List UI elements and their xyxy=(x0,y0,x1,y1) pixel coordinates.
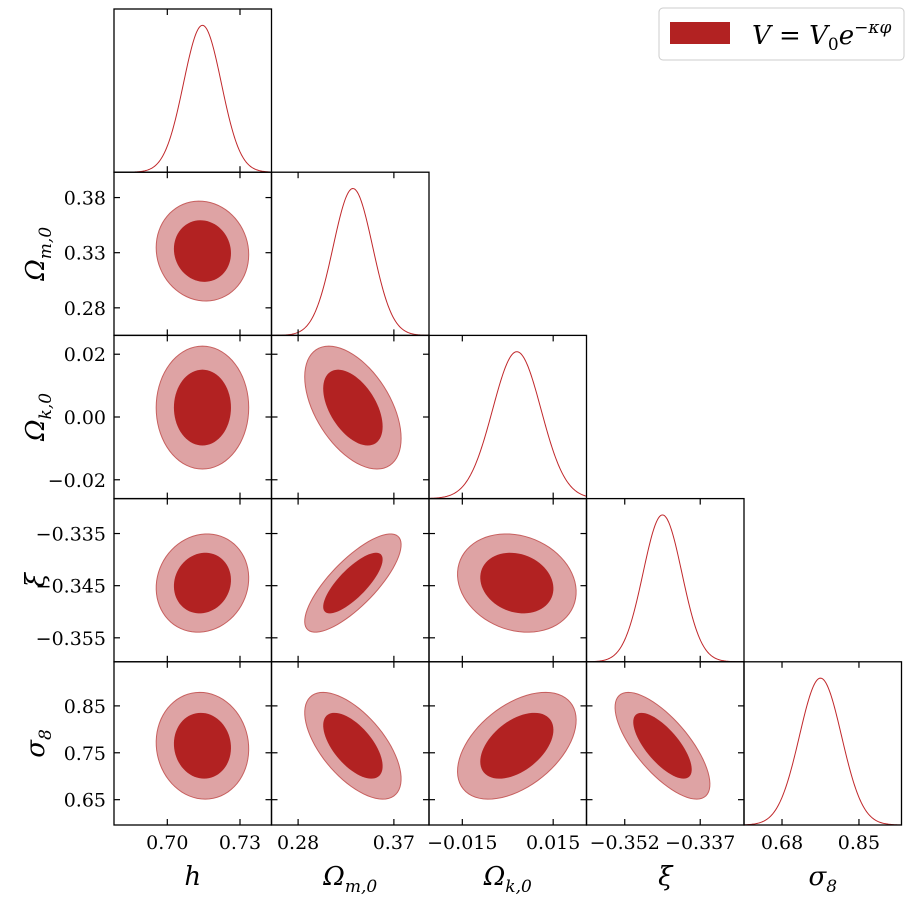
panel-content xyxy=(429,351,587,499)
x-tick-label: 0.68 xyxy=(761,832,803,854)
panel-xi-vs-h xyxy=(113,497,273,663)
panel-xi-vs-Om xyxy=(270,497,430,663)
x-tick-label: 0.85 xyxy=(838,832,880,854)
marginal-curve-Ok xyxy=(429,351,587,499)
marginal-curve-xi xyxy=(586,514,744,662)
y-tick-label: −0.335 xyxy=(36,524,106,546)
panel-content xyxy=(586,514,744,662)
panel-frame xyxy=(113,8,273,173)
y-tick-label: 0.85 xyxy=(64,696,106,718)
marginal-curve-s8 xyxy=(744,677,902,825)
panel-s8-vs-xi xyxy=(585,661,745,826)
marginal-curve-Om xyxy=(271,188,429,336)
panel-Ok-vs-Ok xyxy=(428,334,588,500)
x-axis-label-xi: ξ xyxy=(658,862,674,892)
contour-68 xyxy=(323,712,383,779)
panel-frame xyxy=(585,497,745,663)
panel-s8-vs-Ok xyxy=(428,661,588,826)
contour-68 xyxy=(480,552,554,614)
panel-frame xyxy=(270,171,430,337)
contour-68 xyxy=(323,552,383,614)
panel-Ok-vs-Om xyxy=(270,334,430,500)
panel-content xyxy=(457,533,577,633)
y-tick-label: 0.00 xyxy=(64,407,106,429)
legend-swatch xyxy=(670,22,730,44)
y-tick-label: 0.38 xyxy=(64,188,106,210)
x-tick-label: 0.37 xyxy=(373,832,415,854)
contour-68 xyxy=(633,712,692,779)
panel-content xyxy=(304,345,402,470)
contour-68 xyxy=(173,369,231,446)
panel-content xyxy=(155,691,250,800)
legend-label: V = V0e−κφ xyxy=(752,18,891,55)
legend-box xyxy=(658,7,905,61)
panel-xi-vs-xi xyxy=(585,497,745,663)
x-tick-label: 0.28 xyxy=(277,832,319,854)
y-axis-label-s8: σ8 xyxy=(21,729,56,758)
x-tick-label: 0.70 xyxy=(146,832,188,854)
x-axis-label-h: h xyxy=(184,862,201,892)
y-tick-label: 0.02 xyxy=(64,344,106,366)
marginal-curve-h xyxy=(114,24,272,173)
y-tick-label: 0.75 xyxy=(64,743,106,765)
y-tick-label: −0.345 xyxy=(36,576,106,598)
legend: V = V0e−κφ xyxy=(658,7,905,61)
y-tick-label: 0.28 xyxy=(64,298,106,320)
panel-Om-vs-Om xyxy=(270,171,430,337)
y-tick-label: −0.355 xyxy=(36,628,106,650)
panel-content xyxy=(304,533,402,633)
panel-content xyxy=(155,345,250,470)
y-tick-label: 0.33 xyxy=(64,243,106,265)
x-tick-label: −0.337 xyxy=(665,832,735,854)
x-tick-label: 0.015 xyxy=(526,832,580,854)
contour-68 xyxy=(480,712,554,779)
x-axis-label-s8: σ8 xyxy=(808,862,837,897)
contour-68 xyxy=(323,369,383,446)
contour-68 xyxy=(173,712,231,779)
axis-labels: 0.70 0.73 h 0.28 0.37 Ωm,0 −0.015 0.015 Ωk,0 −0.3… xyxy=(21,188,880,897)
contour-68 xyxy=(173,552,231,614)
panel-s8-vs-s8 xyxy=(743,661,903,826)
panel-content xyxy=(304,691,402,800)
panel-xi-vs-Ok xyxy=(428,497,588,663)
panel-h-vs-h xyxy=(113,8,273,173)
y-axis-label-Ok: Ωk,0 xyxy=(21,393,56,442)
contour-68 xyxy=(173,220,231,282)
panel-s8-vs-Om xyxy=(270,661,430,826)
panel-content xyxy=(155,200,250,302)
panel-content xyxy=(155,533,250,633)
y-tick-label: −0.02 xyxy=(48,470,106,492)
panel-frame xyxy=(743,661,903,826)
panel-s8-vs-h xyxy=(113,661,273,826)
y-axis-label-xi: ξ xyxy=(21,571,51,587)
x-axis-label-Ok: Ωk,0 xyxy=(483,862,532,897)
x-axis-label-Om: Ωm,0 xyxy=(322,862,377,897)
panel-Om-vs-h xyxy=(113,171,273,337)
x-tick-label: −0.352 xyxy=(590,832,660,854)
x-tick-label: −0.015 xyxy=(427,832,497,854)
y-tick-label: 0.65 xyxy=(64,790,106,812)
panel-content xyxy=(457,691,577,800)
panel-content xyxy=(271,188,429,336)
panel-grid xyxy=(113,8,903,826)
panel-content xyxy=(744,677,902,825)
y-axis-label-Om: Ωm,0 xyxy=(21,227,56,282)
panel-content xyxy=(114,24,272,173)
x-tick-label: 0.73 xyxy=(219,832,261,854)
panel-Ok-vs-h xyxy=(113,334,273,500)
panel-content xyxy=(614,691,711,800)
